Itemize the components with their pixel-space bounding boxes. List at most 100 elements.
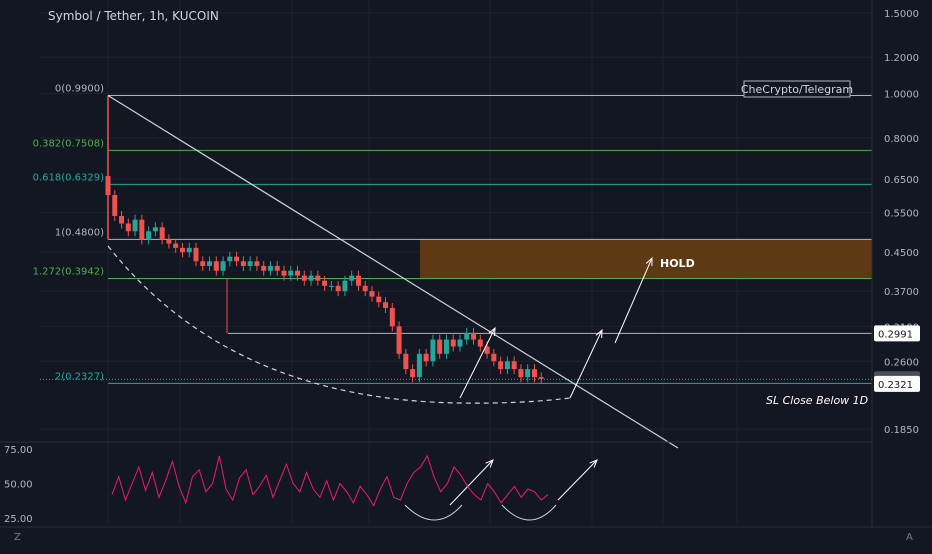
rsi-tick-left: 50.00: [4, 480, 33, 491]
candle-body: [281, 270, 287, 276]
candle-body: [525, 369, 531, 378]
drawings: [107, 94, 679, 506]
candle-body: [166, 239, 172, 244]
price-label-box: [874, 325, 920, 342]
candle-body: [342, 280, 348, 292]
price-axis-bg: [872, 0, 932, 527]
candle-body: [240, 261, 246, 266]
candle-body: [518, 369, 524, 378]
candle-body: [349, 275, 355, 281]
auto-scale-icon[interactable]: A: [906, 532, 913, 543]
chart-title: Symbol / Tether, 1h, KUCOIN: [48, 9, 219, 23]
candle-body: [362, 285, 368, 292]
candle-body: [369, 291, 375, 297]
breakout-arrow-1: [569, 329, 603, 399]
watermark-box: [743, 80, 851, 98]
price-label-text: 0.2321: [878, 380, 913, 391]
candle-body: [538, 377, 544, 379]
candle-body: [437, 339, 443, 354]
candle-body: [119, 215, 125, 224]
candle-body: [274, 265, 280, 271]
watermark-text: CheCrypto/Telegram: [741, 83, 853, 96]
candle-body: [227, 256, 233, 262]
rsi-tick-left: 75.00: [4, 445, 33, 456]
candle-body: [179, 247, 185, 253]
fib-label: 0(0.9900): [55, 83, 104, 94]
rebound-arrow: [459, 327, 496, 399]
candle-body: [159, 227, 165, 240]
candle-body: [186, 247, 192, 253]
candle-body: [139, 219, 145, 240]
candle-body: [308, 275, 314, 281]
breakout-arrow-1-head: [595, 328, 603, 339]
candle-body: [220, 261, 226, 271]
price-label-text: 0.2991: [878, 329, 913, 340]
candle-body: [125, 223, 131, 232]
candle-body: [491, 353, 497, 362]
candle-body: [335, 285, 341, 292]
breakout-arrow-2-head: [645, 256, 653, 267]
rsi-arrow-1-head: [485, 459, 494, 468]
price-tick-label: 0.8000: [884, 134, 919, 145]
candle-body: [152, 227, 158, 232]
candle-body: [295, 270, 301, 276]
candle-body: [247, 261, 253, 266]
candle-body: [396, 326, 402, 354]
price-tick-label: 0.2600: [884, 357, 919, 368]
support-arc: [107, 245, 571, 404]
candle-body: [423, 353, 429, 362]
sl-label: SL Close Below 1D: [766, 394, 868, 407]
price-tick-label: 0.1850: [884, 425, 919, 436]
candle-body: [355, 275, 361, 286]
candle-body: [389, 307, 395, 327]
candles: [105, 95, 544, 384]
candle-body: [531, 369, 537, 378]
rsi-arc-1: [404, 504, 463, 521]
candle-body: [112, 195, 118, 216]
candle-body: [430, 339, 436, 362]
candle-body: [504, 361, 510, 370]
timezone-icon[interactable]: Z: [14, 532, 21, 543]
candle-body: [132, 219, 138, 232]
candle-body: [200, 261, 206, 266]
candle-body: [193, 247, 199, 262]
rsi-arrow-2-head: [589, 459, 598, 468]
candle-body: [457, 339, 463, 347]
candle-body: [498, 361, 504, 370]
time-axis-bar: [0, 527, 932, 550]
candle-body: [146, 231, 152, 240]
candle-body: [450, 339, 456, 347]
breakout-arrow-2: [614, 257, 653, 344]
price-tick-label: 1.2000: [884, 53, 919, 64]
candle-body: [254, 261, 260, 266]
candle-body: [383, 302, 389, 308]
candle-body: [213, 261, 219, 271]
price-tick-label: 0.5500: [884, 208, 919, 219]
candle-body: [301, 275, 307, 281]
candle-body: [464, 332, 470, 340]
candle-body: [443, 339, 449, 354]
candle-body: [173, 243, 179, 248]
candle-body: [477, 339, 483, 347]
rebound-arrow-head: [488, 326, 496, 337]
candle-body: [234, 256, 240, 262]
candle-body: [288, 270, 294, 276]
rsi-arrow-1: [449, 459, 494, 506]
rsi-tick-left: 25.00: [4, 514, 33, 525]
candle-body: [471, 332, 477, 340]
candle-body: [403, 353, 409, 370]
candle-body: [315, 275, 321, 281]
price-tick-label: 0.3700: [884, 287, 919, 298]
fib-label: 1(0.4800): [55, 227, 104, 238]
candle-body: [376, 296, 382, 303]
candle-body: [267, 265, 273, 271]
price-tick-label: 1.5000: [884, 9, 919, 20]
candle-body: [410, 369, 416, 378]
fib-label: 0.618(0.6329): [33, 172, 105, 183]
price-tick-label: 0.6500: [884, 175, 919, 186]
rsi-arc-2: [501, 504, 557, 521]
candle-body: [322, 280, 328, 286]
price-tick-label: 0.4500: [884, 248, 919, 259]
